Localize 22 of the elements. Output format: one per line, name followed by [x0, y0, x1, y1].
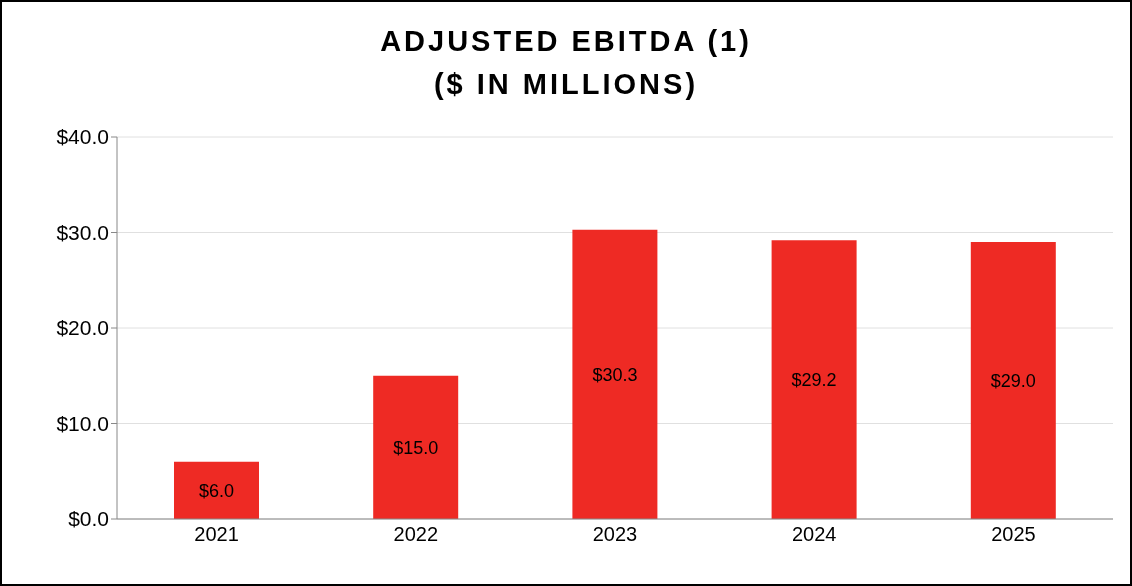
x-tick-label: 2021	[194, 523, 239, 546]
bar	[373, 375, 459, 519]
data-label: $29.0	[990, 370, 1036, 391]
bar	[174, 461, 259, 519]
bar	[572, 229, 658, 519]
y-tick-label: $0.0	[68, 507, 109, 531]
y-tick-label: $30.0	[56, 220, 109, 244]
y-tick-label: $40.0	[56, 125, 109, 149]
x-tick-label: 2022	[393, 523, 439, 546]
chart-title: ADJUSTED EBITDA (1)	[379, 24, 753, 59]
y-tick-label: $10.0	[56, 411, 109, 435]
data-label: $30.3	[592, 364, 638, 385]
x-tick-label: 2025	[991, 523, 1036, 546]
bar	[771, 240, 857, 519]
data-label: $15.0	[393, 437, 439, 458]
chart-subtitle: ($ IN MILLIONS)	[432, 67, 700, 102]
data-label: $6.0	[198, 480, 235, 501]
data-label: $29.2	[791, 369, 837, 390]
x-tick-label: 2024	[791, 523, 837, 546]
x-tick-label: 2023	[592, 523, 638, 546]
y-tick-label: $20.0	[56, 316, 109, 340]
bar	[970, 242, 1056, 519]
